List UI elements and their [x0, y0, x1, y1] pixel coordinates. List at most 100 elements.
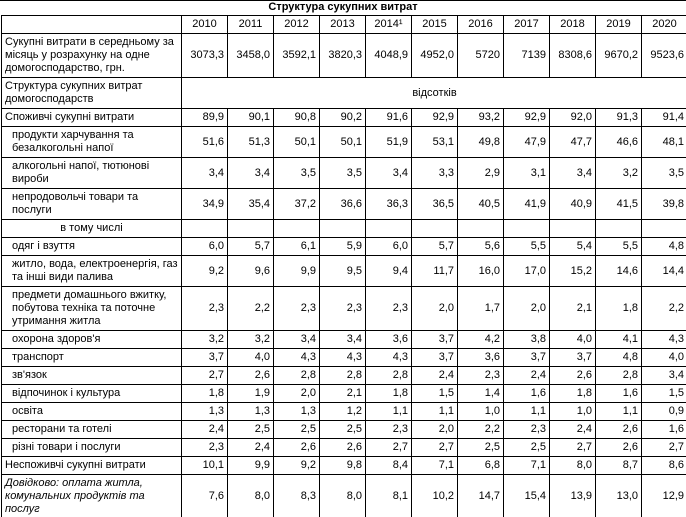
year-header-cell: 2010 — [181, 15, 228, 34]
value-cell: 3,2 — [181, 330, 228, 349]
value-cell: 40,9 — [549, 188, 596, 220]
value-cell: 11,7 — [411, 255, 458, 287]
value-cell: 3,2 — [227, 330, 274, 349]
value-cell: 1,1 — [503, 402, 550, 421]
value-cell: 34,9 — [181, 188, 228, 220]
value-cell: 9,9 — [227, 456, 274, 475]
value-cell: 4,3 — [319, 348, 366, 367]
value-cell: 2,3 — [503, 420, 550, 439]
table-row: охорона здоров'я 3,2 3,2 3,4 3,4 3,6 3,7 4,2 3,8… — [1, 330, 686, 349]
value-cell: 51,9 — [365, 126, 412, 158]
value-cell: 2,5 — [227, 420, 274, 439]
value-cell — [227, 219, 274, 238]
value-cell: 51,6 — [181, 126, 228, 158]
table-row: різні товари і послуги 2,3 2,4 2,6 2,6 2,7 2,7… — [1, 438, 686, 457]
value-cell: 41,9 — [503, 188, 550, 220]
value-cell: 36,6 — [319, 188, 366, 220]
row-label: Споживчі сукупні витрати — [1, 108, 182, 127]
value-cell: 5,6 — [457, 237, 504, 256]
value-cell: 16,0 — [457, 255, 504, 287]
table-row: предмети домашнього вжитку, побутова тех… — [1, 286, 686, 331]
value-cell: 2,7 — [411, 438, 458, 457]
value-cell: 50,1 — [273, 126, 320, 158]
value-cell: 47,9 — [503, 126, 550, 158]
value-cell — [319, 219, 366, 238]
table-row: відпочинок і культура 1,8 1,9 2,0 2,1 1,8 1,5 1… — [1, 384, 686, 403]
value-cell: 1,5 — [411, 384, 458, 403]
value-cell: 3,7 — [549, 348, 596, 367]
value-cell: 1,3 — [227, 402, 274, 421]
value-cell — [595, 219, 642, 238]
value-cell: 2,3 — [365, 420, 412, 439]
row-label: транспорт — [1, 348, 182, 367]
value-cell: 4,3 — [641, 330, 686, 349]
value-cell: 9,6 — [227, 255, 274, 287]
value-cell: 2,0 — [411, 286, 458, 331]
table-body: Сукупні витрати в середньому за місяць у… — [1, 33, 686, 517]
value-cell: 91,6 — [365, 108, 412, 127]
value-cell: 2,6 — [227, 366, 274, 385]
value-cell: 6,0 — [365, 237, 412, 256]
value-cell: 14,7 — [457, 474, 504, 517]
value-cell: 6,1 — [273, 237, 320, 256]
year-header-cell: 2016 — [457, 15, 504, 34]
value-cell: 1,2 — [319, 402, 366, 421]
value-cell: 8,0 — [319, 474, 366, 517]
value-cell: 9,5 — [319, 255, 366, 287]
value-cell: 1,1 — [411, 402, 458, 421]
value-cell: 2,5 — [273, 420, 320, 439]
row-label: Довідково: оплата житла, комунальних про… — [1, 474, 182, 517]
row-label: освіта — [1, 402, 182, 421]
merged-units-cell: відсотків — [181, 77, 686, 109]
value-cell: 4,8 — [641, 237, 686, 256]
value-cell: 10,2 — [411, 474, 458, 517]
value-cell — [457, 219, 504, 238]
value-cell: 6,8 — [457, 456, 504, 475]
value-cell: 2,4 — [227, 438, 274, 457]
value-cell: 3,5 — [273, 157, 320, 189]
value-cell: 9,2 — [273, 456, 320, 475]
value-cell: 5,5 — [503, 237, 550, 256]
table-row: Неспоживчі сукупні витрати 10,1 9,9 9,2 9,8 8… — [1, 456, 686, 475]
value-cell: 47,7 — [549, 126, 596, 158]
value-cell: 13,0 — [595, 474, 642, 517]
value-cell: 5,4 — [549, 237, 596, 256]
row-label: різні товари і послуги — [1, 438, 182, 457]
value-cell: 3,4 — [181, 157, 228, 189]
value-cell: 5,7 — [227, 237, 274, 256]
value-cell — [411, 219, 458, 238]
value-cell: 2,3 — [365, 286, 412, 331]
value-cell: 92,9 — [411, 108, 458, 127]
row-label: продукти харчування та безалкогольні нап… — [1, 126, 182, 158]
value-cell: 14,4 — [641, 255, 686, 287]
value-cell: 4,1 — [595, 330, 642, 349]
value-cell: 2,7 — [641, 438, 686, 457]
value-cell: 2,4 — [549, 420, 596, 439]
value-cell — [641, 219, 686, 238]
value-cell: 2,7 — [181, 366, 228, 385]
value-cell: 4,2 — [457, 330, 504, 349]
value-cell: 4,8 — [595, 348, 642, 367]
value-cell: 2,0 — [273, 384, 320, 403]
value-cell: 2,0 — [411, 420, 458, 439]
value-cell: 9,8 — [319, 456, 366, 475]
value-cell: 9,4 — [365, 255, 412, 287]
value-cell: 2,4 — [503, 366, 550, 385]
value-cell: 3,4 — [273, 330, 320, 349]
value-cell: 2,7 — [365, 438, 412, 457]
value-cell: 2,3 — [319, 286, 366, 331]
value-cell: 3,5 — [319, 157, 366, 189]
value-cell: 53,1 — [411, 126, 458, 158]
table-header: 2010 2011 2012 2013 2014¹ 2015 2016 2017 2018 201… — [1, 15, 686, 34]
value-cell: 4,0 — [641, 348, 686, 367]
value-cell: 3073,3 — [181, 33, 228, 78]
value-cell — [181, 219, 228, 238]
value-cell: 7139 — [503, 33, 550, 78]
row-label: зв'язок — [1, 366, 182, 385]
value-cell: 5,7 — [411, 237, 458, 256]
value-cell: 3458,0 — [227, 33, 274, 78]
value-cell: 2,6 — [549, 366, 596, 385]
value-cell: 90,1 — [227, 108, 274, 127]
value-cell: 3,6 — [457, 348, 504, 367]
table-row: Структура сукупних витрат домогосподарст… — [1, 77, 686, 109]
